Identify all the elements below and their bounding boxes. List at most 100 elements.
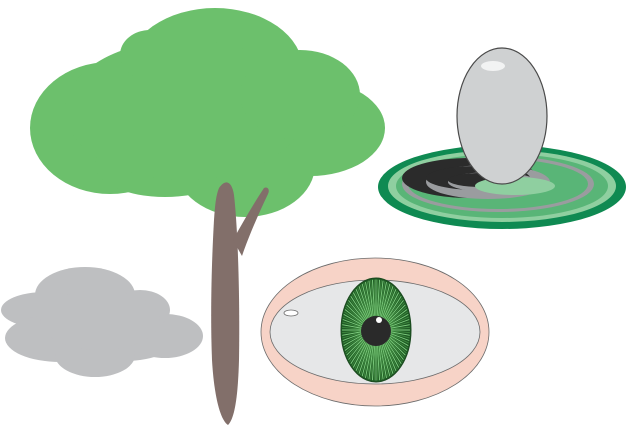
- iris-streak: [386, 302, 405, 323]
- iris-streak: [383, 289, 397, 319]
- iris-streak: [342, 332, 364, 341]
- iris-streak: [384, 340, 400, 368]
- iris-streak: [370, 280, 375, 316]
- iris-streak: [380, 343, 389, 378]
- iris-streak: [373, 279, 376, 316]
- iris-streak: [388, 334, 409, 346]
- eye-icon: [260, 257, 490, 407]
- iris-streak: [345, 306, 365, 324]
- iris-streak: [382, 287, 395, 319]
- iris-streak: [342, 330, 364, 334]
- iris-streak: [385, 297, 403, 322]
- iris-streak: [380, 282, 389, 317]
- iris-streak: [387, 311, 408, 326]
- iris-streak: [377, 344, 382, 380]
- iris-streak: [365, 343, 373, 379]
- iris-streak: [378, 281, 386, 317]
- iris-streak: [376, 344, 380, 381]
- iris-streak: [344, 334, 365, 349]
- iris-streak: [343, 333, 364, 344]
- egg-icon: [456, 47, 548, 185]
- iris-streak: [378, 280, 384, 317]
- iris-streak: [354, 290, 369, 320]
- iris-streak: [347, 302, 366, 323]
- iris-streak: [377, 280, 382, 316]
- iris-streak: [358, 286, 370, 318]
- iris-streak: [355, 341, 369, 371]
- iris-streak: [388, 316, 409, 327]
- iris-streak: [385, 339, 402, 364]
- iris-streak: [386, 336, 406, 356]
- iris-streak: [343, 316, 364, 327]
- iris-streak: [372, 344, 376, 381]
- iris-streak: [361, 342, 372, 377]
- iris-streak: [346, 304, 366, 324]
- iris-streak: [383, 341, 397, 371]
- iris-streak: [342, 326, 364, 330]
- iris-streak: [376, 344, 379, 381]
- iris-streak: [342, 331, 364, 336]
- iris-streak: [388, 330, 410, 334]
- iris-streak: [382, 342, 394, 374]
- iris-streak: [373, 344, 376, 381]
- iris-streak: [363, 343, 372, 378]
- iris-streak: [383, 290, 398, 320]
- iris: [340, 277, 412, 383]
- iris-streak: [378, 343, 384, 380]
- iris-streak: [381, 342, 392, 376]
- iris-streak: [380, 342, 391, 377]
- iris-streak: [381, 284, 392, 318]
- iris-streak: [357, 341, 370, 373]
- iris-streak: [388, 333, 409, 344]
- iris-streak: [348, 300, 366, 322]
- iris-streak: [368, 280, 374, 317]
- iris-streak: [342, 324, 364, 329]
- iris-streak: [346, 336, 366, 356]
- iris-streak: [387, 309, 408, 325]
- iris-streak: [350, 339, 367, 364]
- iris-streak: [388, 314, 409, 326]
- iris-streak: [386, 304, 406, 324]
- tree-foliage: [30, 8, 385, 217]
- iris-streak: [376, 279, 379, 316]
- iris-streak: [370, 344, 375, 380]
- iris-streak: [388, 324, 410, 329]
- iris-streak: [388, 326, 410, 330]
- egg-highlight: [481, 61, 505, 71]
- iris-streak: [387, 306, 407, 324]
- iris-streak: [379, 281, 387, 317]
- tree-icon: [30, 8, 385, 425]
- iris-streak: [386, 300, 404, 322]
- iris-streak: [347, 337, 366, 358]
- iris-streak: [351, 294, 368, 321]
- iris-streak: [357, 287, 370, 319]
- eye-glint: [283, 309, 299, 317]
- iris-streak: [358, 342, 370, 374]
- iris-streak: [351, 339, 368, 366]
- iris-streak: [388, 319, 410, 328]
- iris-streak: [366, 281, 374, 317]
- iris-streak: [365, 281, 373, 317]
- iris-streak: [344, 309, 365, 325]
- iris-streak: [379, 343, 387, 379]
- pupil-highlight: [376, 317, 382, 323]
- pupil: [361, 316, 391, 346]
- iris-streak: [345, 336, 365, 354]
- iris-streak: [352, 292, 368, 320]
- iris-streak: [343, 334, 364, 346]
- iris-streak: [352, 340, 368, 368]
- iris-streak: [384, 294, 401, 321]
- iris-streak: [376, 279, 380, 316]
- cloud-icon: [1, 267, 203, 377]
- iris-streak: [360, 342, 371, 376]
- iris-streak: [343, 314, 364, 326]
- iris-streak: [344, 311, 365, 326]
- iris-streak: [387, 334, 408, 349]
- iris-streak: [384, 292, 400, 320]
- iris-streak: [344, 335, 365, 351]
- iris-streak: [354, 340, 369, 370]
- iris-streak: [387, 335, 408, 351]
- iris-streak: [349, 338, 367, 363]
- iris-streak: [386, 337, 405, 358]
- iris-streak: [384, 339, 401, 366]
